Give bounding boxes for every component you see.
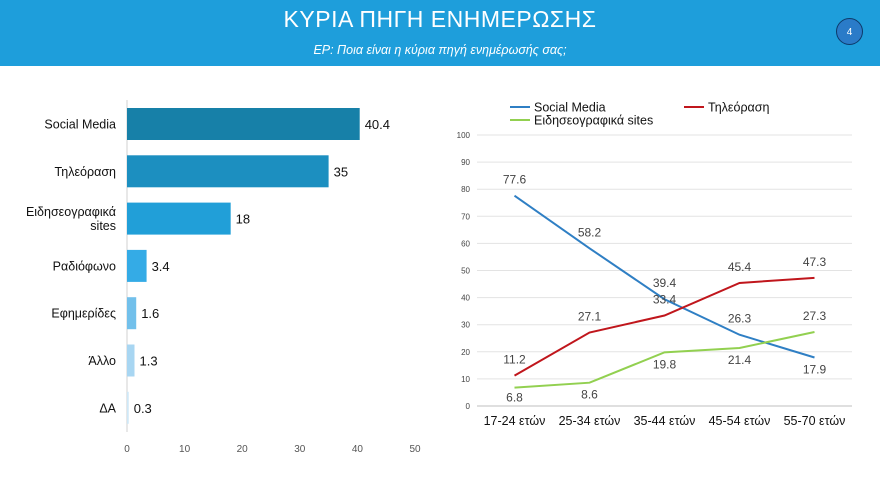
line-y-tick-label: 40 <box>461 294 470 303</box>
series-line-1 <box>514 276 815 377</box>
line-y-tick-label: 80 <box>461 185 470 194</box>
bar-5 <box>127 344 135 377</box>
bar-value-label: 3.4 <box>152 259 170 274</box>
line-x-tick-label: 35-44 ετών <box>634 414 696 428</box>
bar-x-tick-label: 20 <box>237 444 249 455</box>
bar-category-label: Ραδιόφωνο <box>53 259 116 273</box>
bar-value-label: 1.3 <box>139 354 157 369</box>
line-data-label: 33.4 <box>653 292 677 306</box>
line-data-label: 19.8 <box>653 357 677 371</box>
line-data-label: 11.2 <box>503 353 526 367</box>
bar-category-label: ΔΑ <box>99 401 116 415</box>
line-y-tick-label: 0 <box>466 402 471 411</box>
line-y-tick-label: 10 <box>461 375 470 384</box>
bar-value-label: 0.3 <box>134 401 152 416</box>
line-data-label: 77.6 <box>503 173 527 187</box>
line-data-label: 26.3 <box>728 312 752 326</box>
bar-value-label: 35 <box>334 164 348 179</box>
bar-category-label: Εφημερίδες <box>51 307 116 321</box>
line-x-tick-label: 45-54 ετών <box>709 414 771 428</box>
line-data-label: 27.1 <box>578 310 602 324</box>
bar-6 <box>127 391 129 424</box>
bar-x-tick-label: 50 <box>409 444 421 455</box>
line-y-tick-label: 90 <box>461 158 470 167</box>
bar-x-tick-label: 0 <box>124 444 130 455</box>
bar-3 <box>127 249 147 282</box>
line-y-tick-label: 100 <box>457 131 471 140</box>
line-x-tick-label: 17-24 ετών <box>484 414 546 428</box>
legend-label: Ειδησεογραφικά sites <box>534 114 653 128</box>
line-data-label: 6.8 <box>506 391 523 405</box>
bar-value-label: 18 <box>236 212 250 227</box>
bar-category-label: Ειδησεογραφικά sites <box>26 205 116 233</box>
header-banner: ΚΥΡΙΑ ΠΗΓΗ ΕΝΗΜΕΡΩΣΗΣ ΕΡ: Ποια είναι η κ… <box>0 0 880 66</box>
page-subtitle: ΕΡ: Ποια είναι η κύρια πηγή ενημέρωσής σ… <box>313 43 567 57</box>
bar-x-tick-label: 10 <box>179 444 191 455</box>
bar-x-tick-label: 40 <box>352 444 364 455</box>
bar-value-label: 1.6 <box>141 306 159 321</box>
line-y-tick-label: 60 <box>461 239 470 248</box>
line-x-tick-label: 55-70 ετών <box>784 414 846 428</box>
bar-2 <box>127 202 231 235</box>
line-data-label: 21.4 <box>728 353 752 367</box>
bar-4 <box>127 297 137 330</box>
bar-1 <box>127 155 329 188</box>
line-data-label: 27.3 <box>803 309 827 323</box>
line-x-tick-label: 25-34 ετών <box>559 414 621 428</box>
bar-0 <box>127 108 360 140</box>
line-y-tick-label: 20 <box>461 348 470 357</box>
series-line-2 <box>514 331 815 389</box>
line-data-label: 39.4 <box>653 276 677 290</box>
line-y-tick-label: 50 <box>461 267 470 276</box>
line-data-label: 17.9 <box>803 362 827 376</box>
bar-category-label: Τηλεόραση <box>55 165 116 179</box>
line-data-label: 8.6 <box>581 388 598 402</box>
line-data-label: 58.2 <box>578 225 602 239</box>
bar-category-label: Social Media <box>44 118 116 132</box>
line-y-tick-label: 70 <box>461 212 470 221</box>
line-data-label: 45.4 <box>728 260 752 274</box>
page-number-badge: 4 <box>836 18 863 45</box>
bar-value-label: 40.4 <box>365 117 390 132</box>
bar-x-tick-label: 30 <box>294 444 306 455</box>
page-title: ΚΥΡΙΑ ΠΗΓΗ ΕΝΗΜΕΡΩΣΗΣ <box>283 6 597 32</box>
line-y-tick-label: 30 <box>461 321 470 330</box>
line-data-label: 47.3 <box>803 255 827 269</box>
legend-label: Τηλεόραση <box>708 101 769 115</box>
bar-category-label: Άλλο <box>88 354 116 368</box>
legend-label: Social Media <box>534 101 606 115</box>
